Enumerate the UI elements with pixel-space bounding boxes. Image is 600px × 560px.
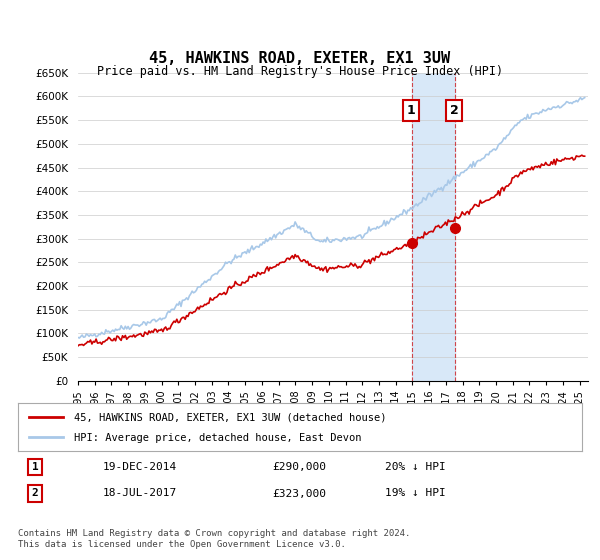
Text: 45, HAWKINS ROAD, EXETER, EX1 3UW: 45, HAWKINS ROAD, EXETER, EX1 3UW — [149, 52, 451, 66]
Text: Price paid vs. HM Land Registry's House Price Index (HPI): Price paid vs. HM Land Registry's House … — [97, 64, 503, 78]
Text: 1: 1 — [32, 462, 38, 472]
Text: 18-JUL-2017: 18-JUL-2017 — [103, 488, 177, 498]
Text: 1: 1 — [407, 104, 415, 117]
Text: £290,000: £290,000 — [272, 462, 326, 472]
Text: HPI: Average price, detached house, East Devon: HPI: Average price, detached house, East… — [74, 433, 362, 444]
Text: Contains HM Land Registry data © Crown copyright and database right 2024.
This d: Contains HM Land Registry data © Crown c… — [18, 529, 410, 549]
Text: 45, HAWKINS ROAD, EXETER, EX1 3UW (detached house): 45, HAWKINS ROAD, EXETER, EX1 3UW (detac… — [74, 413, 387, 422]
Text: 2: 2 — [449, 104, 458, 117]
Text: £323,000: £323,000 — [272, 488, 326, 498]
Text: 19-DEC-2014: 19-DEC-2014 — [103, 462, 177, 472]
Text: 2: 2 — [32, 488, 38, 498]
Text: 19% ↓ HPI: 19% ↓ HPI — [385, 488, 445, 498]
Text: 20% ↓ HPI: 20% ↓ HPI — [385, 462, 445, 472]
Bar — [412, 73, 455, 381]
